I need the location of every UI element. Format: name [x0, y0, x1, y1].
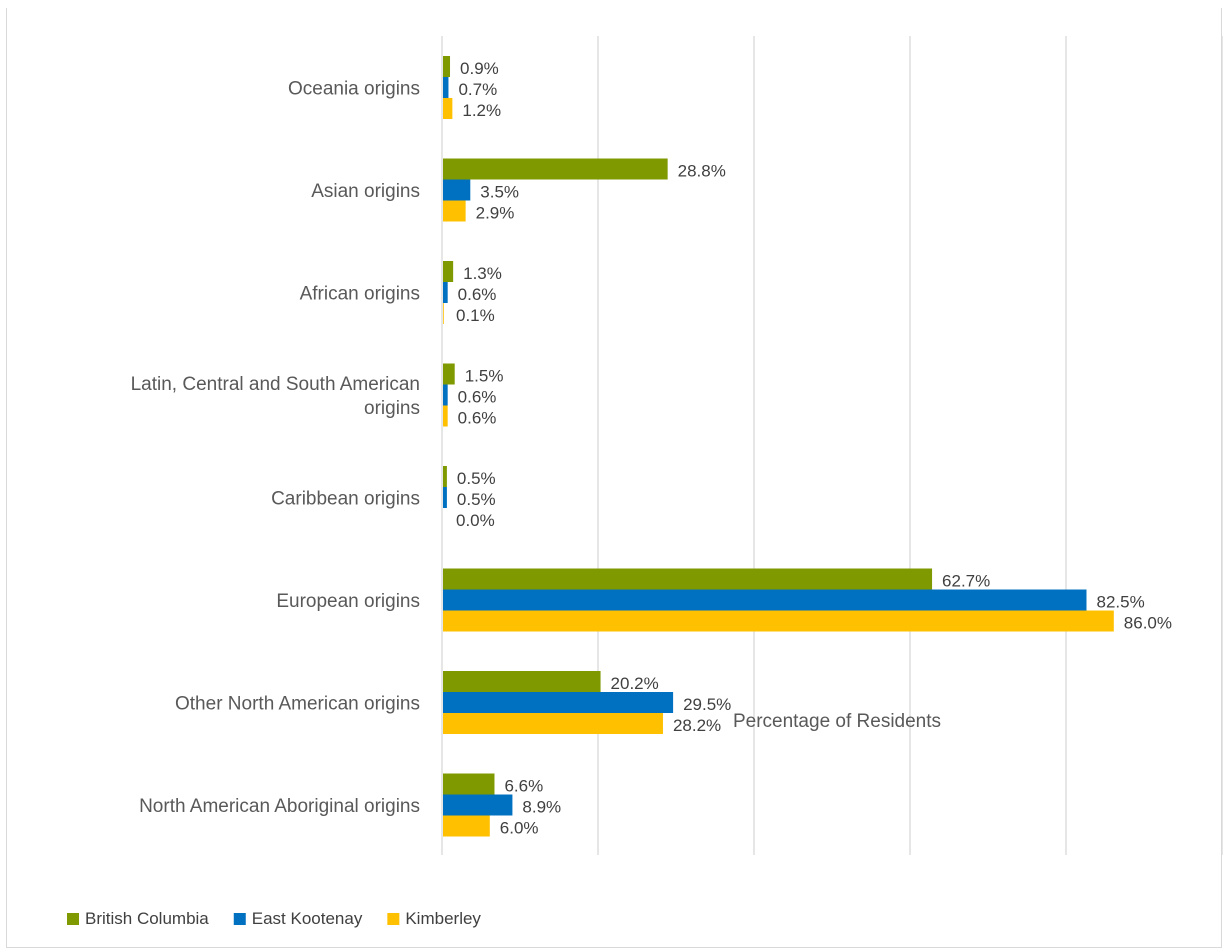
bar-asian-origins-kimberley — [443, 200, 466, 222]
bar-european-origins-british-columbia — [443, 568, 933, 590]
data-label-european-origins-kimberley: 86.0% — [1124, 614, 1172, 633]
data-label-african-origins-east-kootenay: 0.6% — [458, 285, 497, 304]
bar-caribbean-origins-british-columbia — [443, 466, 447, 487]
bar-european-origins-east-kootenay — [443, 589, 1087, 611]
data-label-african-origins-kimberley: 0.1% — [456, 306, 495, 325]
legend: British Columbia East Kootenay Kimberley — [67, 909, 481, 928]
data-label-african-origins-british-columbia: 1.3% — [463, 264, 502, 283]
data-label-asian-origins-british-columbia: 28.8% — [678, 162, 726, 181]
data-label-asian-origins-east-kootenay: 3.5% — [480, 183, 519, 202]
data-label-latin-central-and-south-american-origins-kimberley: 0.6% — [458, 409, 497, 428]
legend-swatch-british-columbia — [67, 913, 79, 925]
category-label-other-north-american-origins: Other North American origins — [175, 694, 420, 715]
x-axis-title: Percentage of Residents — [733, 711, 941, 732]
data-label-oceania-origins-kimberley: 1.2% — [462, 101, 501, 120]
data-label-european-origins-british-columbia: 62.7% — [942, 572, 990, 591]
bar-latin-central-and-south-american-origins-east-kootenay — [443, 384, 448, 406]
data-label-other-north-american-origins-kimberley: 28.2% — [673, 716, 721, 735]
category-label-north-american-aboriginal-origins: North American Aboriginal origins — [139, 796, 420, 817]
category-label-latin-central-and-south-american-origins: Latin, Central and South American — [131, 374, 420, 395]
data-label-other-north-american-origins-british-columbia: 20.2% — [611, 674, 659, 693]
bar-oceania-origins-east-kootenay — [443, 77, 449, 98]
data-label-european-origins-east-kootenay: 82.5% — [1097, 593, 1145, 612]
bar-asian-origins-british-columbia — [443, 158, 668, 180]
category-label-caribbean-origins: Caribbean origins — [271, 489, 420, 510]
bar-asian-origins-east-kootenay — [443, 179, 471, 201]
category-label-oceania-origins: Oceania origins — [288, 79, 420, 100]
category-label-european-origins: European origins — [276, 591, 420, 612]
data-label-oceania-origins-east-kootenay: 0.7% — [458, 80, 497, 99]
legend-label-british-columbia: British Columbia — [85, 909, 209, 928]
bar-other-north-american-origins-east-kootenay — [443, 692, 674, 713]
bar-other-north-american-origins-british-columbia — [443, 671, 601, 692]
category-label-latin-central-and-south-american-origins: origins — [364, 398, 420, 419]
bar-oceania-origins-british-columbia — [443, 56, 451, 77]
legend-label-east-kootenay: East Kootenay — [252, 909, 363, 928]
data-label-latin-central-and-south-american-origins-british-columbia: 1.5% — [465, 367, 504, 386]
bar-african-origins-british-columbia — [443, 261, 454, 282]
data-label-north-american-aboriginal-origins-kimberley: 6.0% — [500, 819, 539, 838]
bar-african-origins-kimberley — [443, 303, 444, 324]
data-label-north-american-aboriginal-origins-east-kootenay: 8.9% — [522, 798, 561, 817]
bar-north-american-aboriginal-origins-east-kootenay — [443, 794, 513, 816]
data-label-caribbean-origins-kimberley: 0.0% — [456, 511, 495, 530]
data-label-other-north-american-origins-east-kootenay: 29.5% — [683, 695, 731, 714]
bar-european-origins-kimberley — [443, 610, 1114, 632]
bar-african-origins-east-kootenay — [443, 282, 448, 303]
data-label-caribbean-origins-east-kootenay: 0.5% — [457, 490, 496, 509]
data-label-north-american-aboriginal-origins-british-columbia: 6.6% — [504, 777, 543, 796]
bar-latin-central-and-south-american-origins-kimberley — [443, 405, 448, 427]
bar-latin-central-and-south-american-origins-british-columbia — [443, 363, 455, 385]
bar-north-american-aboriginal-origins-kimberley — [443, 815, 490, 837]
category-label-asian-origins: Asian origins — [311, 181, 420, 202]
bar-oceania-origins-kimberley — [443, 98, 453, 119]
data-label-caribbean-origins-british-columbia: 0.5% — [457, 469, 496, 488]
legend-swatch-kimberley — [387, 913, 400, 925]
data-label-latin-central-and-south-american-origins-east-kootenay: 0.6% — [458, 388, 497, 407]
category-labels: Oceania origins Asian origins African orig… — [131, 79, 420, 818]
data-label-oceania-origins-british-columbia: 0.9% — [460, 59, 499, 78]
data-label-asian-origins-kimberley: 2.9% — [476, 204, 515, 223]
bar-other-north-american-origins-kimberley — [443, 713, 663, 734]
category-label-african-origins: African origins — [300, 284, 420, 305]
data-labels: 0.9% 0.7% 1.2% 28.8% 3.5% 2.9% 1.3% 0.6% 0.1% 1.5… — [456, 59, 1172, 838]
legend-label-kimberley: Kimberley — [405, 909, 481, 928]
bar-caribbean-origins-east-kootenay — [443, 487, 447, 508]
legend-swatch-east-kootenay — [233, 913, 246, 925]
bars — [443, 56, 1114, 837]
bar-north-american-aboriginal-origins-british-columbia — [443, 773, 495, 795]
